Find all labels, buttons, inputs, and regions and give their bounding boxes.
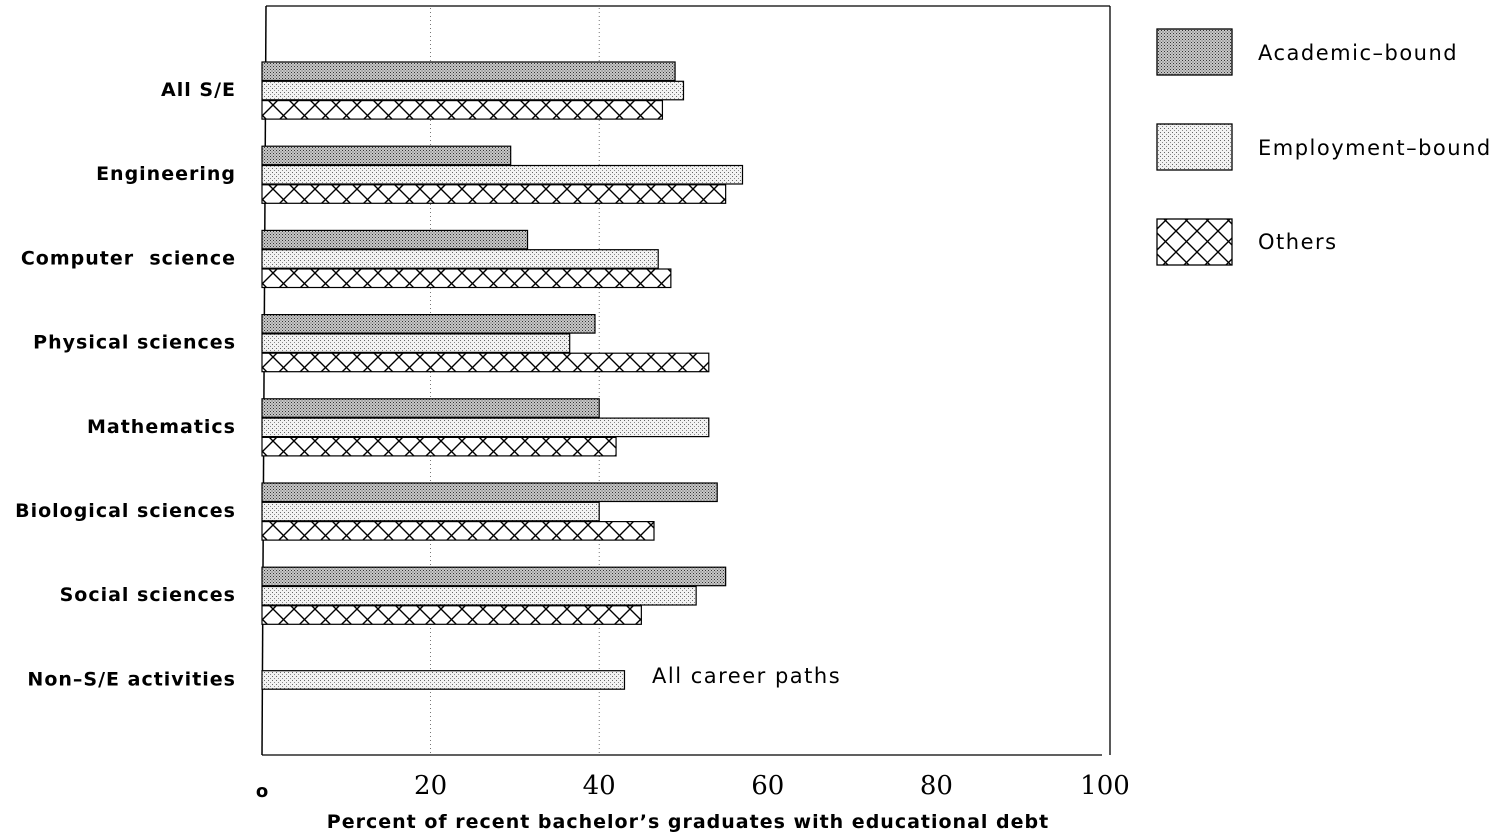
category-label-biological-sciences: Biological sciences bbox=[15, 500, 236, 522]
gridlines bbox=[430, 8, 600, 753]
bar-computer-science-employment-bound bbox=[261, 249, 659, 269]
bar-computer-science-academic-bound bbox=[261, 229, 529, 250]
bar-physical-sciences-employment-bound bbox=[261, 333, 571, 353]
bar-mathematics-academic-bound bbox=[261, 398, 600, 418]
legend-label-academic-bound: Academic–bound bbox=[1258, 41, 1458, 65]
bar-biological-sciences-academic-bound bbox=[261, 482, 718, 503]
bar-physical-sciences-others bbox=[261, 352, 710, 373]
x-tick-labels: o 20 40 60 80 100 bbox=[256, 771, 1130, 802]
legend: Academic–bound Employment–bound Others bbox=[1156, 28, 1492, 266]
bar-all-s-e-others bbox=[261, 99, 664, 120]
bar-mathematics-employment-bound bbox=[261, 417, 710, 438]
bar-social-sciences-employment-bound bbox=[261, 585, 697, 606]
x-tick-label-80: 80 bbox=[920, 771, 953, 801]
annotation-all-career-paths: All career paths bbox=[652, 664, 841, 688]
bar-engineering-academic-bound bbox=[261, 145, 512, 166]
category-label-all-s-e: All S/E bbox=[161, 79, 236, 101]
bar-computer-science-others bbox=[261, 268, 672, 289]
x-axis-label: Percent of recent bachelor’s graduates w… bbox=[327, 811, 1049, 833]
bar-biological-sciences-employment-bound bbox=[261, 501, 600, 522]
bar-engineering-employment-bound bbox=[261, 164, 744, 185]
x-tick-label-40: 40 bbox=[583, 771, 616, 801]
legend-swatch-academic-bound bbox=[1156, 28, 1233, 76]
plot-left-border bbox=[261, 5, 267, 756]
plot-frame bbox=[261, 5, 1111, 756]
bar-non-s-e-activities-employment-bound bbox=[261, 670, 626, 690]
category-label-physical-sciences: Physical sciences bbox=[33, 332, 236, 354]
category-label-computer-science: Computer science bbox=[21, 247, 236, 269]
x-tick-label-100: 100 bbox=[1080, 771, 1130, 801]
bars bbox=[261, 61, 744, 690]
bar-all-s-e-academic-bound bbox=[261, 61, 676, 82]
category-label-non-s-e-activities: Non–S/E activities bbox=[27, 668, 236, 690]
legend-swatch-others bbox=[1156, 218, 1233, 266]
x-tick-label-0: o bbox=[256, 781, 268, 802]
legend-label-employment-bound: Employment–bound bbox=[1258, 136, 1492, 160]
category-labels: All S/E Engineering Computer science Physic… bbox=[15, 79, 236, 690]
bar-mathematics-others bbox=[261, 436, 617, 457]
bar-all-s-e-employment-bound bbox=[261, 80, 685, 101]
bar-engineering-others bbox=[261, 184, 727, 204]
bar-biological-sciences-others bbox=[261, 520, 655, 541]
x-tick-label-20: 20 bbox=[414, 771, 447, 801]
x-tick-label-60: 60 bbox=[751, 771, 784, 801]
legend-swatch-employment-bound bbox=[1156, 123, 1233, 171]
legend-label-others: Others bbox=[1258, 230, 1338, 254]
bar-social-sciences-others bbox=[261, 605, 642, 625]
category-label-social-sciences: Social sciences bbox=[60, 584, 236, 606]
category-label-engineering: Engineering bbox=[96, 163, 236, 185]
category-label-mathematics: Mathematics bbox=[87, 416, 236, 438]
bar-physical-sciences-academic-bound bbox=[261, 314, 596, 334]
bar-social-sciences-academic-bound bbox=[261, 566, 727, 587]
